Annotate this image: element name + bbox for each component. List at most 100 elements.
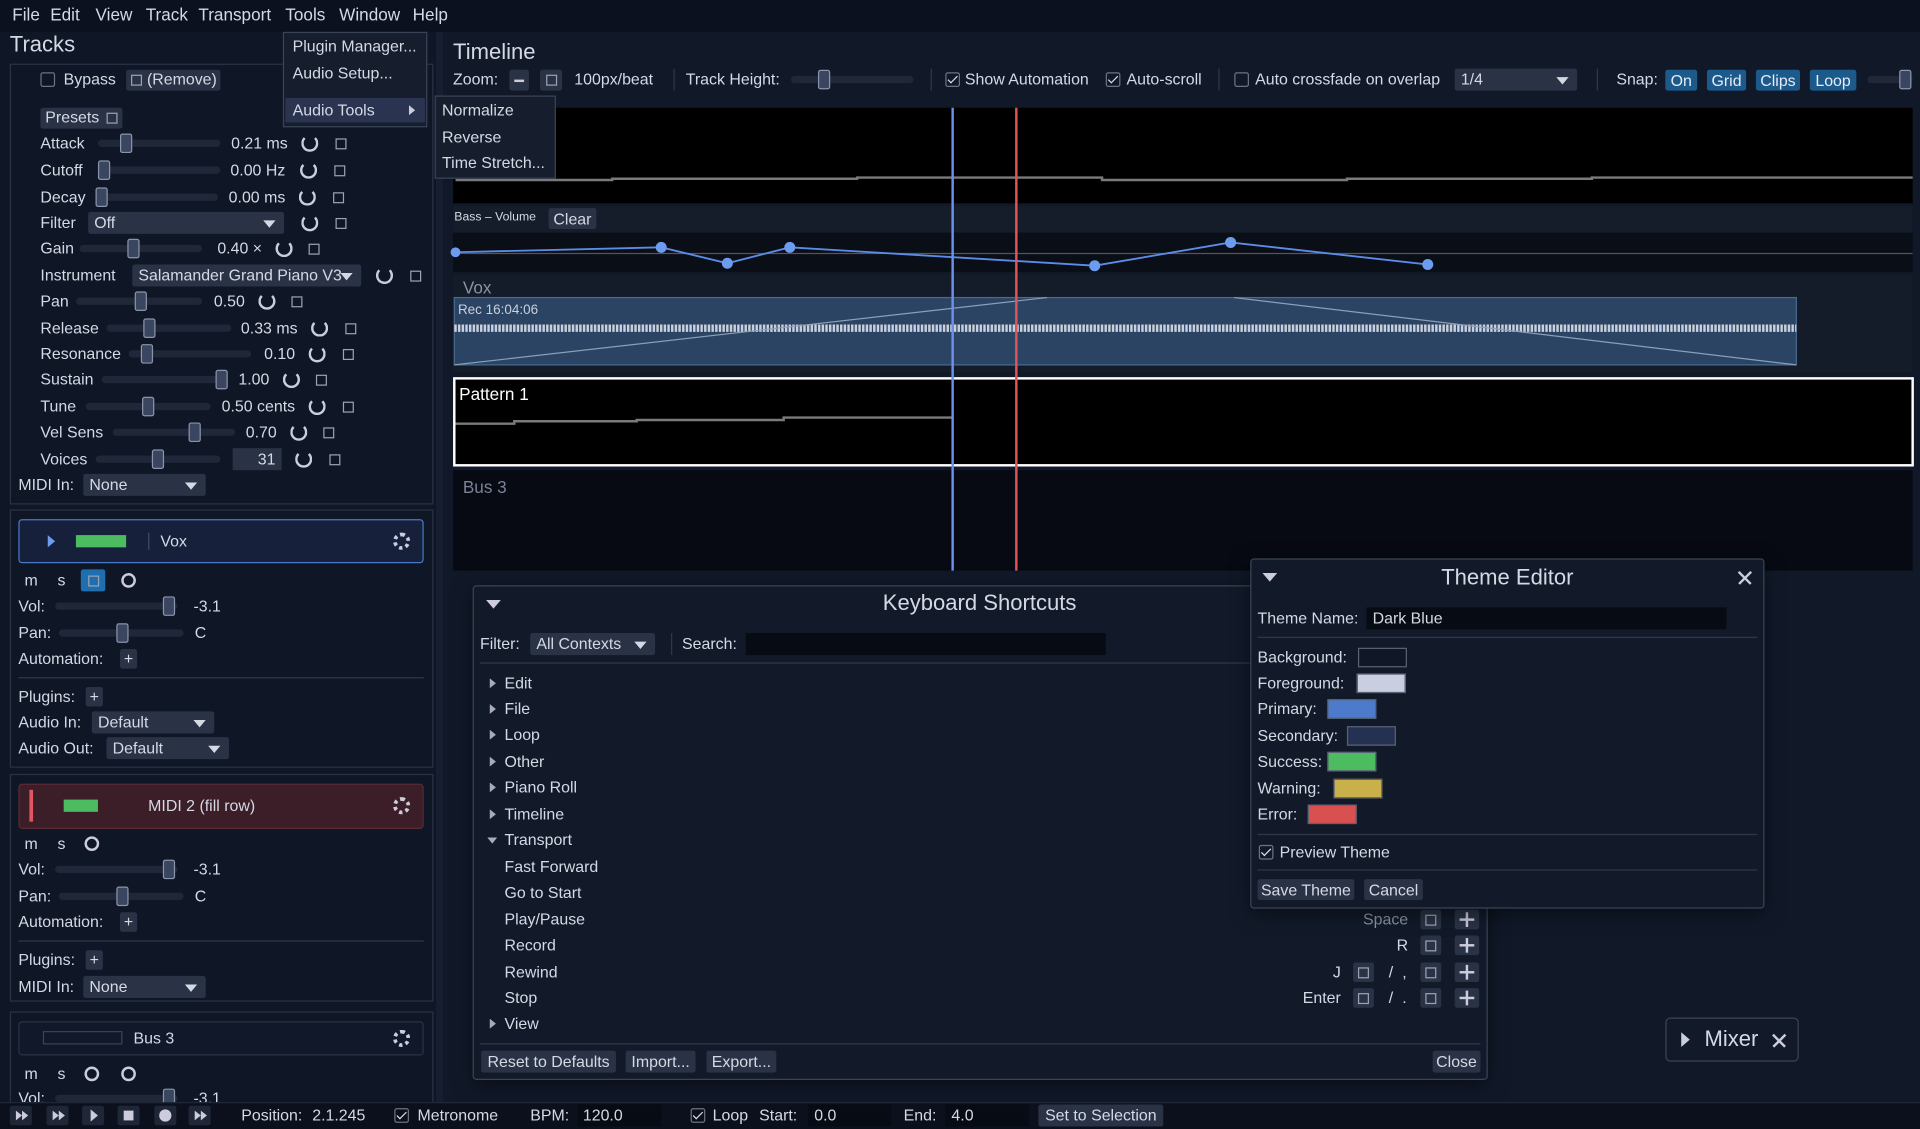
menu-item[interactable]: Window <box>339 4 401 25</box>
button[interactable] <box>1706 69 1747 91</box>
mute-button[interactable]: m <box>24 1064 38 1083</box>
reset-button[interactable] <box>375 266 394 285</box>
menu-item[interactable]: Time Stretch... <box>442 153 545 172</box>
group-label[interactable]: Piano Roll <box>504 777 578 797</box>
dropdown[interactable] <box>83 975 206 998</box>
number-input[interactable] <box>808 1104 892 1127</box>
slider-track[interactable] <box>1867 75 1913 84</box>
slider-track[interactable] <box>55 1094 178 1103</box>
dropdown[interactable] <box>132 264 362 287</box>
record-arm-button[interactable] <box>84 836 100 852</box>
slider-knob[interactable] <box>134 291 147 312</box>
checkbox[interactable] <box>1105 72 1121 87</box>
slider-knob[interactable] <box>127 238 140 259</box>
slider-knob[interactable] <box>151 449 165 469</box>
button-label[interactable]: Close <box>1436 1052 1477 1071</box>
slider-knob[interactable] <box>143 318 156 338</box>
group-label[interactable]: Edit <box>504 673 532 693</box>
dropdown-value[interactable]: None <box>89 475 128 494</box>
button-label[interactable]: Set to Selection <box>1045 1105 1157 1125</box>
slider-knob[interactable] <box>188 422 201 443</box>
reset-button[interactable] <box>295 450 313 468</box>
solo-button[interactable]: s <box>57 834 66 853</box>
slider-knob[interactable] <box>95 187 108 207</box>
button[interactable] <box>40 107 123 129</box>
slider-knob[interactable] <box>97 160 111 180</box>
color-swatch[interactable] <box>1356 673 1406 694</box>
menu-item[interactable]: Audio Tools <box>292 100 375 120</box>
button[interactable] <box>1257 879 1355 900</box>
record-arm-button[interactable] <box>84 1066 100 1082</box>
slider-knob[interactable] <box>215 369 228 390</box>
button-label[interactable]: + <box>123 649 134 668</box>
slider-track[interactable] <box>55 865 178 874</box>
slider-knob[interactable] <box>120 133 133 154</box>
reset-button[interactable] <box>301 214 319 232</box>
dropdown-value[interactable]: 1/4 <box>1460 70 1483 89</box>
slider-knob[interactable] <box>142 396 155 417</box>
checkbox[interactable] <box>394 1108 409 1123</box>
reset-button[interactable] <box>275 240 293 258</box>
number-input[interactable] <box>945 1104 1029 1127</box>
button[interactable] <box>1755 69 1800 91</box>
menu-item[interactable]: Audio Setup... <box>292 63 393 83</box>
button-label[interactable]: Export... <box>711 1052 772 1071</box>
button[interactable] <box>85 686 103 707</box>
color-swatch[interactable] <box>1327 699 1377 719</box>
reset-button[interactable] <box>298 188 316 206</box>
dropdown-value[interactable]: None <box>89 977 128 996</box>
button[interactable] <box>548 208 597 229</box>
button-label[interactable]: + <box>89 687 99 706</box>
reset-button[interactable] <box>300 161 318 179</box>
group-label[interactable]: Timeline <box>504 804 565 824</box>
button-label[interactable]: Grid <box>1711 70 1742 90</box>
checkbox[interactable] <box>1234 72 1249 87</box>
slider-knob[interactable] <box>1899 69 1912 90</box>
dropdown-value[interactable]: Default <box>112 738 164 757</box>
button[interactable] <box>481 1050 616 1073</box>
menu-item[interactable]: Transport <box>198 4 272 25</box>
dropdown[interactable] <box>91 711 215 734</box>
track-header[interactable] <box>18 1021 424 1056</box>
group-label[interactable]: Transport <box>504 830 573 849</box>
track-header[interactable] <box>18 783 424 829</box>
text-input[interactable] <box>1366 607 1727 630</box>
slider-knob[interactable] <box>162 859 176 880</box>
button[interactable] <box>85 950 103 970</box>
menu-item[interactable]: File <box>12 4 40 25</box>
dropdown[interactable] <box>530 633 656 656</box>
checkbox[interactable] <box>945 72 960 87</box>
button[interactable] <box>120 912 138 932</box>
button[interactable] <box>625 1050 696 1073</box>
slider-knob[interactable] <box>817 69 831 90</box>
button[interactable] <box>706 1050 777 1073</box>
button-label[interactable]: (Remove) <box>146 70 217 89</box>
slider-track[interactable] <box>55 602 178 610</box>
button-label[interactable]: Reset to Defaults <box>487 1052 610 1071</box>
menu-item[interactable]: Help <box>412 4 448 25</box>
button-label[interactable]: + <box>123 912 134 931</box>
button-label[interactable]: Clear <box>553 209 592 228</box>
button-label[interactable]: Cancel <box>1368 880 1419 899</box>
color-swatch[interactable] <box>1327 751 1377 772</box>
reset-button[interactable] <box>301 134 319 152</box>
slider-knob[interactable] <box>140 344 154 364</box>
settings-button[interactable] <box>393 797 411 815</box>
reset-button[interactable] <box>308 397 326 416</box>
slider-track[interactable] <box>101 375 227 384</box>
slider-track[interactable] <box>79 244 203 253</box>
color-swatch[interactable] <box>1307 804 1357 825</box>
input-value[interactable]: Dark Blue <box>1372 608 1443 628</box>
solo-button[interactable]: s <box>57 570 66 590</box>
button[interactable] <box>1364 879 1423 900</box>
slider-knob[interactable] <box>116 886 129 907</box>
checkbox[interactable] <box>40 72 56 87</box>
slider-knob[interactable] <box>116 623 129 643</box>
group-label[interactable]: View <box>504 1014 539 1033</box>
dropdown-value[interactable]: Default <box>97 712 149 732</box>
mute-button[interactable]: m <box>24 570 38 590</box>
color-swatch[interactable] <box>1357 647 1407 668</box>
slider-track[interactable] <box>112 428 236 436</box>
color-swatch[interactable] <box>1333 778 1383 799</box>
menu-item[interactable]: Reverse <box>442 127 502 146</box>
